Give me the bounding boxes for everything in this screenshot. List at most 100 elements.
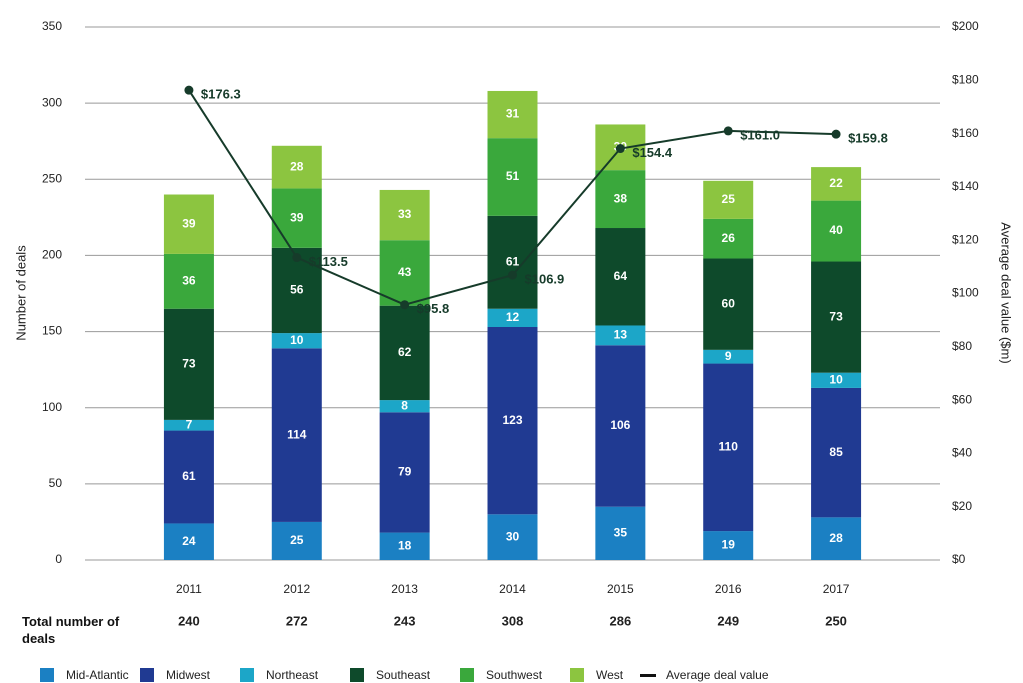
bar-segment: [163, 523, 214, 560]
total-label: 249: [717, 613, 739, 628]
data-label: 9: [725, 349, 732, 363]
data-label: 79: [398, 465, 412, 479]
bar-segment: [379, 240, 430, 306]
bar-segment: [487, 514, 538, 560]
bar-segment: [703, 349, 754, 364]
y2-tick-label: $100: [952, 286, 979, 300]
data-label: 22: [829, 176, 843, 190]
legend-label: Northeast: [266, 668, 319, 682]
bar-segment: [379, 305, 430, 401]
bar-segment: [487, 215, 538, 309]
bar-segment: [595, 228, 646, 326]
bar-segment: [379, 532, 430, 560]
data-label: 10: [829, 372, 843, 386]
data-label: 28: [290, 159, 304, 173]
bar-segment: [271, 145, 322, 189]
x-tick-label: 2011: [176, 582, 202, 596]
data-label: 39: [182, 216, 196, 230]
bar-segment: [379, 400, 430, 413]
data-label: 35: [614, 526, 628, 540]
legend-line: [640, 674, 656, 677]
y2-tick-label: $80: [952, 339, 972, 353]
bar-segment: [163, 430, 214, 524]
line-point: [615, 144, 625, 154]
bar-segment: [271, 521, 322, 560]
bar-segment: [595, 325, 646, 346]
bar-segment: [271, 247, 322, 334]
totals-label: Total number of deals: [22, 614, 120, 646]
bar-segment: [163, 194, 214, 254]
bar-segment: [811, 261, 862, 373]
line-label: $95.8: [417, 301, 450, 316]
legend-swatch: [40, 668, 54, 682]
data-label: 40: [829, 223, 843, 237]
legend-label: Average deal value: [666, 668, 769, 682]
x-tick-label: 2017: [823, 582, 850, 596]
line-point: [723, 126, 733, 136]
legend-swatch: [460, 668, 474, 682]
data-label: 30: [506, 529, 520, 543]
x-tick-label: 2013: [391, 582, 418, 596]
bar-segment: [487, 327, 538, 515]
bar-segment: [595, 506, 646, 560]
legend-label: Southeast: [376, 668, 431, 682]
bar-segment: [487, 138, 538, 216]
y-tick-label: 250: [42, 171, 62, 185]
data-label: 56: [290, 283, 304, 297]
data-label: 31: [506, 107, 520, 121]
bar-segment: [487, 90, 538, 139]
data-label: 61: [506, 254, 520, 268]
bar-segment: [379, 412, 430, 533]
y2-tick-label: $40: [952, 446, 972, 460]
data-label: 36: [182, 273, 196, 287]
line-label: $113.5: [309, 254, 348, 269]
y-tick-label: 150: [42, 324, 62, 338]
bar-segment: [811, 167, 862, 201]
y2-axis-label: Average deal value ($m): [999, 222, 1014, 363]
bar-segment: [811, 517, 862, 560]
y-tick-label: 0: [55, 552, 62, 566]
total-label: 243: [394, 613, 416, 628]
line-label: $154.4: [632, 145, 673, 160]
data-label: 51: [506, 169, 520, 183]
x-tick-label: 2012: [283, 582, 310, 596]
bar-segment: [703, 363, 754, 532]
data-label: 25: [290, 533, 304, 547]
y-tick-label: 200: [42, 248, 62, 262]
y-tick-label: 50: [49, 476, 63, 490]
data-label: 43: [398, 265, 412, 279]
bar-segment: [487, 308, 538, 328]
data-label: 73: [182, 356, 196, 370]
y-tick-label: 100: [42, 400, 62, 414]
total-label: 286: [610, 613, 632, 628]
y-tick-label: 300: [42, 95, 62, 109]
y2-tick-label: $180: [952, 72, 979, 86]
data-label: 64: [614, 269, 628, 283]
bar-segment: [811, 372, 862, 388]
data-label: 18: [398, 538, 412, 552]
total-label: 308: [502, 613, 524, 628]
bar-segment: [703, 258, 754, 350]
y2-tick-label: $120: [952, 232, 979, 246]
total-label: 240: [178, 613, 200, 628]
line-point: [508, 270, 517, 280]
data-label: 114: [287, 427, 307, 441]
line-point: [400, 300, 410, 310]
bar-segment: [703, 180, 754, 219]
data-label: 39: [290, 210, 304, 224]
total-label: 272: [286, 613, 308, 628]
line-point: [292, 253, 302, 263]
legend-label: Southwest: [486, 668, 543, 682]
bar-segment: [811, 200, 862, 262]
y2-tick-label: $0: [952, 552, 966, 566]
bar-segment: [595, 345, 646, 507]
data-label: 8: [401, 398, 408, 412]
data-label: 62: [398, 345, 412, 359]
data-label: 38: [614, 191, 628, 205]
line-label: $161.0: [740, 127, 780, 142]
data-label: 7: [186, 417, 193, 431]
bar-segment: [811, 387, 862, 518]
line-label: $106.9: [525, 272, 565, 287]
data-label: 106: [610, 418, 630, 432]
